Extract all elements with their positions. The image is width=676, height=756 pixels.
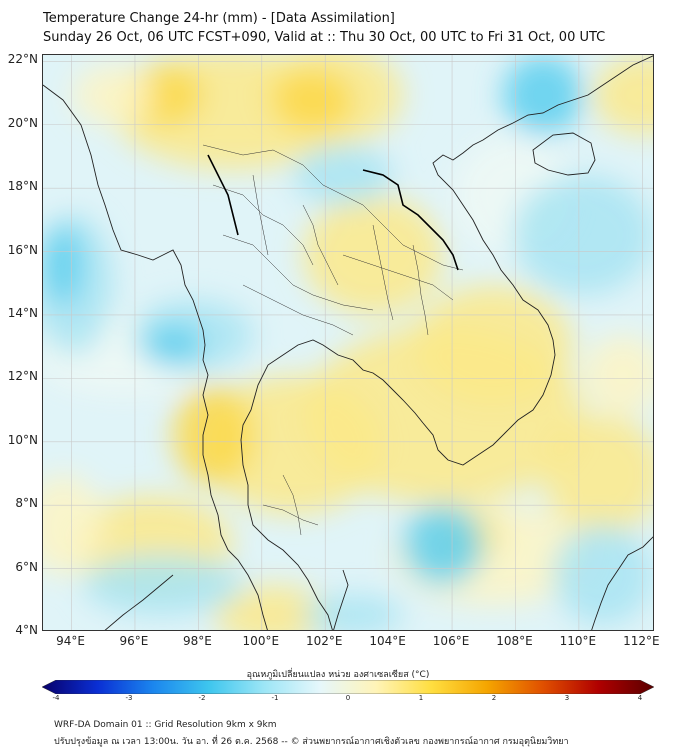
colorbar-tick-label: 3	[564, 694, 570, 702]
colorbar-gradient	[42, 680, 654, 694]
lat-tick-label: 22°N	[7, 52, 38, 67]
lat-tick-label: 8°N	[15, 496, 38, 511]
coastline-sumatra	[104, 574, 174, 630]
boundary	[362, 204, 464, 271]
colorbar-label: อุณหภูมิเปลี่ยนแปลง หน่วย องศาเซลเซียส (…	[246, 670, 430, 680]
colorbar-tick-label: 1	[418, 694, 424, 702]
admin-boundaries	[202, 144, 464, 536]
coastlines	[43, 55, 653, 630]
coastline-china-south	[512, 55, 653, 124]
colorbar-tick-label: -1	[271, 694, 279, 702]
coastline-borneo	[591, 536, 653, 630]
lat-tick-label: 4°N	[15, 623, 38, 637]
cool-anomaly	[293, 145, 393, 205]
coastline-hainan	[532, 132, 596, 176]
lon-tick-label: 112°E	[623, 634, 660, 648]
map-svg	[43, 55, 653, 630]
colorbar-tick-label: -2	[198, 694, 206, 702]
boundary	[242, 284, 354, 336]
warm-anomaly	[583, 335, 653, 415]
warm-anomaly	[273, 70, 353, 130]
boundary	[342, 254, 454, 301]
warm-anomaly	[43, 475, 103, 575]
map-subtitle: Sunday 26 Oct, 06 UTC FCST+090, Valid at…	[43, 30, 606, 45]
boundary	[372, 224, 394, 321]
cool-anomaly	[303, 595, 403, 630]
warm-anomaly	[73, 65, 153, 125]
footer-credit: ปรับปรุงข้อมูล ณ เวลา 13:00น. วัน อา. ที…	[54, 737, 569, 747]
lon-tick-label: 104°E	[369, 634, 406, 648]
lat-tick-label: 16°N	[7, 242, 38, 257]
warm-anomaly	[173, 385, 253, 485]
country-borders	[207, 154, 459, 271]
lon-tick-label: 98°E	[182, 634, 212, 648]
boundary	[412, 244, 429, 336]
lat-tick-label: 18°N	[7, 179, 38, 194]
warm-anomaly	[303, 195, 443, 315]
footer-model-info: WRF-DA Domain 01 :: Grid Resolution 9km …	[54, 720, 277, 730]
lat-tick-label: 12°N	[7, 369, 38, 384]
lon-tick-label: 96°E	[119, 634, 149, 648]
colorbar-tick-label: -4	[52, 694, 60, 702]
colorbar-tick-label: 4	[637, 694, 643, 702]
colorbar-tick-label: 0	[345, 694, 351, 702]
warm-anomaly	[413, 285, 573, 405]
boundary	[282, 474, 302, 536]
lon-tick-label: 100°E	[242, 634, 280, 648]
coastline-thai-peninsula-west	[217, 514, 268, 630]
lon-tick-label: 102°E	[305, 634, 343, 648]
lon-tick-label: 110°E	[559, 634, 597, 648]
coastline-malay-east	[333, 569, 349, 630]
boundary	[202, 144, 364, 206]
cool-anomaly	[83, 555, 243, 615]
cool-anomaly	[553, 525, 653, 625]
lon-tick-label: 106°E	[432, 634, 470, 648]
boundary	[252, 174, 269, 256]
lat-tick-label: 6°N	[15, 559, 38, 574]
lat-tick-label: 10°N	[7, 432, 38, 447]
lon-tick-label: 108°E	[496, 634, 533, 648]
colorbar	[42, 680, 654, 694]
map-panel	[42, 54, 654, 631]
map-title: Temperature Change 24-hr (mm) - [Data As…	[43, 11, 395, 26]
boundary	[262, 504, 319, 526]
colorbar-tick-label: -3	[125, 694, 133, 702]
coastline-myanmar-west	[43, 84, 219, 516]
country-border	[207, 154, 239, 236]
graticule	[43, 55, 653, 630]
lat-tick-label: 20°N	[7, 115, 38, 130]
warm-anomaly	[593, 55, 653, 135]
coastline-gulf-of-thailand	[240, 339, 424, 630]
boundary	[302, 204, 339, 286]
cool-anomaly	[43, 225, 83, 305]
cool-anomaly	[403, 505, 483, 585]
country-border	[362, 169, 459, 271]
lon-tick-label: 94°E	[56, 634, 85, 648]
boundary	[222, 234, 374, 311]
cool-anomaly	[513, 175, 653, 295]
colorbar-tick-label: 2	[491, 694, 497, 702]
coastline-cambodia-vietnam-south	[422, 122, 556, 466]
cool-anomaly	[503, 55, 583, 135]
lat-tick-label: 14°N	[7, 305, 38, 320]
boundary	[212, 184, 314, 266]
cool-anomaly	[143, 325, 203, 365]
warm-anomaly	[213, 585, 333, 630]
